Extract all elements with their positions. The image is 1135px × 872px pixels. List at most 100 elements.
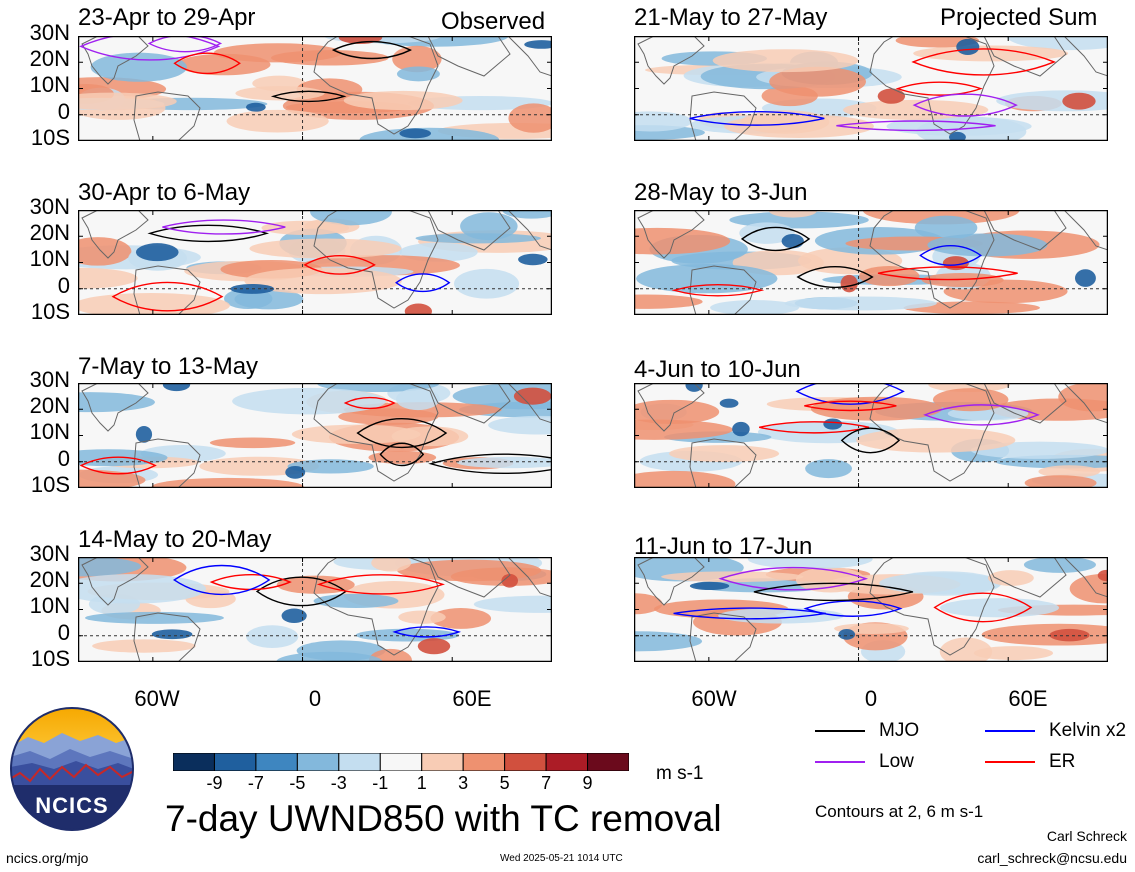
coastline bbox=[427, 210, 511, 251]
anomaly-blob-strong bbox=[162, 383, 191, 392]
contour-line bbox=[803, 600, 903, 617]
anomaly-blob bbox=[927, 233, 1048, 257]
legend-label: MJO bbox=[879, 720, 920, 741]
panel-title-3: 7-May to 13-May bbox=[78, 353, 259, 380]
contour-line bbox=[209, 573, 292, 591]
colorbar-label: -5 bbox=[289, 773, 306, 793]
anomaly-blob bbox=[430, 608, 492, 629]
coastline bbox=[427, 557, 511, 598]
contour-line bbox=[740, 226, 811, 251]
contour-line bbox=[836, 120, 996, 132]
anomaly-blob-strong bbox=[719, 398, 739, 408]
anomaly-blob-strong bbox=[285, 465, 306, 479]
coastline bbox=[869, 557, 995, 656]
contour-line bbox=[79, 36, 221, 61]
colorbar-label: -3 bbox=[330, 773, 347, 793]
colorbar-swatch bbox=[587, 752, 630, 772]
anomaly-blob bbox=[914, 215, 978, 241]
contour-line bbox=[392, 626, 461, 638]
colorbar bbox=[172, 752, 630, 776]
coastline bbox=[637, 36, 705, 85]
anomaly-blob-strong bbox=[417, 638, 451, 655]
colorbar-swatch bbox=[213, 752, 257, 772]
colorbar-label: 5 bbox=[499, 773, 510, 793]
lat-label: 10N bbox=[29, 593, 70, 618]
colorbar-swatch bbox=[338, 752, 381, 772]
anomaly-blob bbox=[454, 268, 520, 299]
anomaly-blob bbox=[232, 387, 386, 415]
lon-label-60e-right: 60E bbox=[1008, 686, 1048, 711]
anomaly-blob bbox=[395, 388, 440, 411]
anomaly-blob bbox=[1023, 557, 1096, 573]
coastline bbox=[689, 91, 757, 141]
lat-label: 20N bbox=[29, 393, 70, 418]
colorbar-swatch bbox=[504, 752, 547, 772]
anomaly-blob bbox=[78, 92, 177, 111]
anomaly-blob bbox=[856, 427, 1016, 453]
lat-label: 20N bbox=[29, 220, 70, 245]
anomaly-blob bbox=[973, 646, 1054, 661]
anomaly-blob-strong bbox=[949, 131, 966, 141]
contour-line bbox=[270, 90, 347, 103]
coastline bbox=[1063, 383, 1108, 424]
anomaly-blob bbox=[415, 233, 542, 244]
contour-line bbox=[671, 283, 765, 297]
contour-line bbox=[923, 404, 1040, 426]
contour-line bbox=[395, 273, 451, 293]
anomaly-blob bbox=[987, 570, 1034, 586]
anomaly-blob-strong bbox=[399, 128, 432, 139]
anomaly-blob bbox=[634, 294, 703, 309]
coastline bbox=[637, 210, 705, 259]
anomaly-blob bbox=[805, 459, 852, 479]
map-panel-5 bbox=[634, 36, 1108, 141]
contour-line bbox=[356, 418, 448, 449]
anomaly-blob-strong bbox=[689, 581, 730, 591]
anomaly-blob bbox=[903, 301, 1041, 315]
lon-label-0-left: 0 bbox=[308, 686, 322, 711]
lat-label: 10N bbox=[29, 246, 70, 271]
lon-label-60w-left: 60W bbox=[134, 686, 180, 711]
colorbar-label: -7 bbox=[247, 773, 264, 793]
contour-line bbox=[331, 40, 412, 60]
panel-title-1: 23-Apr to 29-Apr bbox=[78, 4, 256, 31]
anomaly-blob bbox=[669, 445, 780, 463]
lon-label-60e-left: 60E bbox=[452, 686, 492, 711]
contour-line bbox=[840, 427, 901, 454]
panel-title-6: 28-May to 3-Jun bbox=[634, 179, 808, 206]
anomaly-blob-strong bbox=[781, 234, 804, 249]
anomaly-blob-strong bbox=[877, 88, 906, 104]
contour-line bbox=[804, 400, 897, 412]
coastline bbox=[133, 91, 201, 141]
anomaly-blob bbox=[1024, 475, 1097, 488]
anomaly-blob bbox=[291, 424, 421, 444]
colorbar-swatch bbox=[296, 752, 340, 772]
anomaly-blob bbox=[710, 300, 800, 315]
contour-line bbox=[933, 592, 1033, 623]
anomaly-blob bbox=[151, 477, 304, 488]
anomaly-blob bbox=[249, 238, 402, 259]
coastline bbox=[983, 383, 1067, 424]
anomaly-blob-strong bbox=[513, 387, 552, 405]
colorbar-label: 9 bbox=[582, 773, 593, 793]
coastline bbox=[81, 557, 149, 606]
anomaly-blob bbox=[78, 237, 132, 266]
contour-line bbox=[316, 574, 445, 595]
map-panel-8 bbox=[634, 557, 1108, 662]
legend-swatch bbox=[815, 761, 865, 763]
map-panel-4 bbox=[78, 557, 552, 662]
anomaly-blob-strong bbox=[404, 303, 432, 315]
anomaly-blob bbox=[508, 103, 552, 133]
colorbar-swatch bbox=[462, 752, 506, 772]
coastline bbox=[133, 612, 201, 662]
coastline bbox=[637, 557, 705, 606]
map-panel-6 bbox=[634, 210, 1108, 315]
coastline bbox=[983, 557, 1067, 598]
colorbar-swatch bbox=[172, 752, 215, 772]
coastline bbox=[1063, 557, 1108, 598]
lat-label: 30N bbox=[29, 20, 70, 45]
lat-label: 20N bbox=[29, 567, 70, 592]
anomaly-blob bbox=[940, 598, 1059, 618]
anomaly-blob bbox=[913, 45, 1069, 62]
lat-label: 10S bbox=[30, 646, 70, 671]
contour-line bbox=[428, 453, 552, 474]
